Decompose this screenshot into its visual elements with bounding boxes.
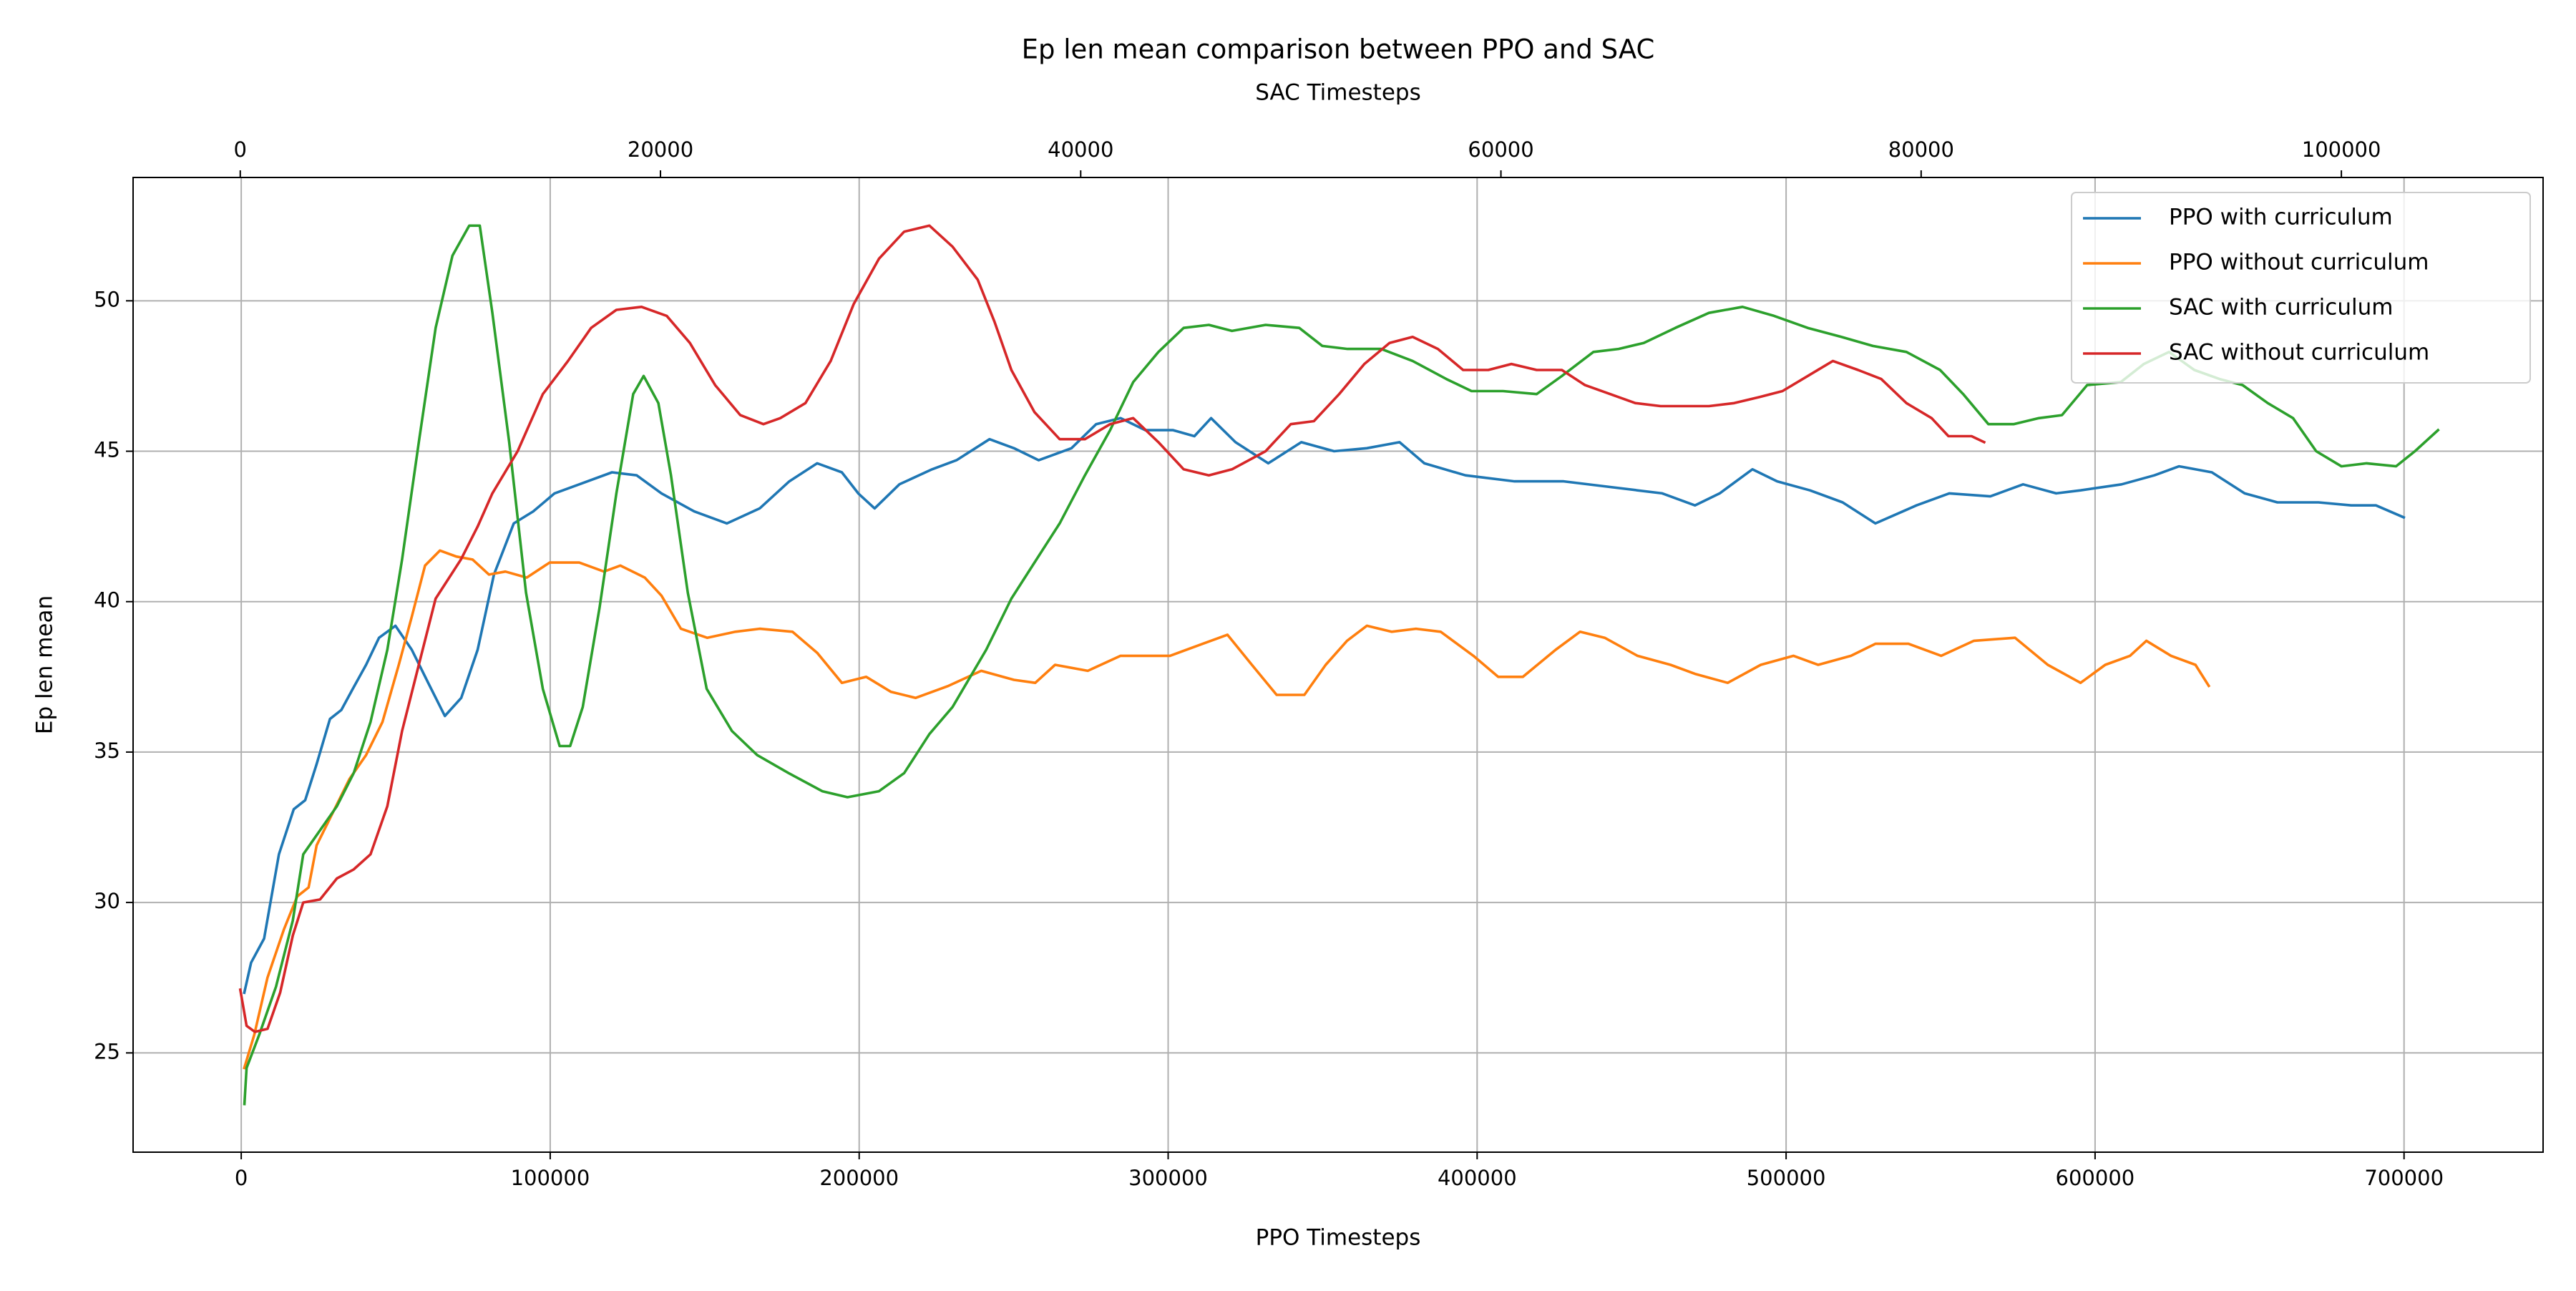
x-tick-label: 700000 xyxy=(2364,1166,2444,1190)
x2-tick-label: 40000 xyxy=(1048,137,1113,162)
x-tick-label: 600000 xyxy=(2056,1166,2135,1190)
x2-tick-label: 60000 xyxy=(1468,137,1533,162)
y-tick-label: 25 xyxy=(94,1039,120,1063)
legend-label: PPO with curriculum xyxy=(2169,205,2393,230)
data-line xyxy=(243,224,2440,1106)
x2-tick-label: 80000 xyxy=(1888,137,1954,162)
legend-label: PPO without curriculum xyxy=(2169,250,2429,276)
y-axis-label: Ep len mean xyxy=(32,595,58,734)
x-tick-label: 100000 xyxy=(511,1166,590,1190)
legend-box xyxy=(2071,192,2531,384)
x2-tick-label: 100000 xyxy=(2302,137,2381,162)
x-tick-label: 500000 xyxy=(1747,1166,1826,1190)
x-tick-label: 400000 xyxy=(1438,1166,1517,1190)
chart-title: Ep len mean comparison between PPO and S… xyxy=(1022,34,1655,65)
data-line xyxy=(243,416,2406,995)
y-tick-label: 45 xyxy=(94,438,120,462)
x2-tick-label: 20000 xyxy=(628,137,693,162)
plot-frame xyxy=(132,177,2544,1153)
x-axis-label: PPO Timesteps xyxy=(1256,1225,1421,1251)
data-line xyxy=(238,224,1986,1033)
y-tick-label: 35 xyxy=(94,739,120,763)
x-tick-label: 300000 xyxy=(1128,1166,1208,1190)
y-tick-label: 50 xyxy=(94,287,120,311)
x-tick-label: 200000 xyxy=(819,1166,899,1190)
legend-label: SAC with curriculum xyxy=(2169,295,2393,321)
x-tick-label: 0 xyxy=(235,1166,248,1190)
x2-axis-label: SAC Timesteps xyxy=(1255,80,1421,106)
legend-label: SAC without curriculum xyxy=(2169,340,2429,366)
y-tick-label: 40 xyxy=(94,588,120,613)
data-line xyxy=(243,549,2211,1070)
x2-tick-label: 0 xyxy=(234,137,247,162)
y-tick-label: 30 xyxy=(94,889,120,913)
